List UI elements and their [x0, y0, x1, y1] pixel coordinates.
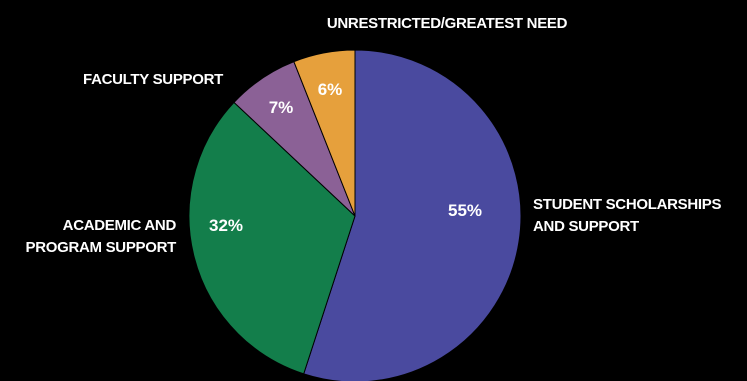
category-label-line: PROGRAM SUPPORT [25, 239, 176, 256]
pie-slice-unrestricted-greatest-need [293, 49, 356, 217]
category-label-student-scholarships-and-support: STUDENT SCHOLARSHIPS AND SUPPORT [533, 196, 721, 235]
pie-slice-academic-and-program-support [188, 101, 356, 375]
category-label-line: STUDENT SCHOLARSHIPS [533, 196, 721, 213]
value-label-student-scholarships-and-support: 55% [448, 201, 482, 220]
value-label-faculty-support: 7% [269, 98, 294, 117]
value-label-academic-and-program-support: 32% [209, 216, 243, 235]
value-label-unrestricted-greatest-need: 6% [318, 80, 343, 99]
pie-category-labels: STUDENT SCHOLARSHIPS AND SUPPORT ACADEMIC … [25, 15, 721, 256]
category-label-faculty-support: FACULTY SUPPORT [83, 71, 223, 88]
category-label-line: AND SUPPORT [533, 218, 639, 235]
pie-value-labels: 55% 32% 7% 6% [209, 80, 482, 235]
category-label-line: FACULTY SUPPORT [83, 71, 223, 88]
category-label-academic-and-program-support: ACADEMIC AND PROGRAM SUPPORT [25, 217, 176, 256]
category-label-line: UNRESTRICTED/GREATEST NEED [327, 15, 568, 32]
pie-slice-student-scholarships-and-support [303, 49, 522, 381]
pie-slices [188, 49, 522, 381]
category-label-unrestricted-greatest-need: UNRESTRICTED/GREATEST NEED [327, 15, 568, 32]
category-label-line: ACADEMIC AND [63, 217, 177, 234]
